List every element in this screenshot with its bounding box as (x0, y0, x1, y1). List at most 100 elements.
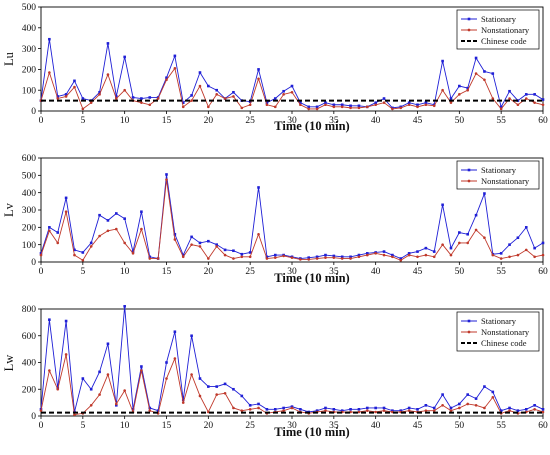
data-point (533, 404, 536, 407)
data-point (524, 97, 528, 100)
y-tick-label: 600 (22, 154, 37, 164)
legend-label: Stationary (481, 316, 517, 326)
data-point (474, 228, 478, 232)
data-point (198, 84, 202, 88)
data-point (449, 409, 453, 412)
data-point (248, 255, 252, 259)
legend-label: Nonstationary (481, 25, 530, 35)
data-point (73, 79, 76, 83)
data-point (324, 253, 327, 257)
x-tick-label: 60 (538, 267, 548, 277)
data-point (315, 409, 319, 412)
x-tick-label: 5 (80, 421, 85, 431)
data-point (115, 227, 118, 231)
data-point (248, 103, 252, 107)
data-point (223, 382, 227, 386)
data-point (524, 248, 528, 252)
data-point (198, 245, 202, 248)
data-point (273, 105, 277, 109)
data-point (424, 101, 428, 104)
data-point (449, 246, 453, 250)
y-tick-label: 400 (22, 24, 37, 34)
data-point (307, 105, 311, 109)
data-point (148, 255, 152, 259)
data-point (324, 406, 327, 410)
data-point (73, 85, 76, 89)
data-point (223, 253, 227, 257)
data-point (541, 410, 545, 414)
data-point (215, 243, 218, 246)
data-point (265, 257, 269, 260)
data-point (123, 389, 126, 392)
data-point (349, 106, 352, 110)
data-point (407, 103, 411, 107)
data-point (73, 248, 76, 252)
data-point (349, 255, 352, 259)
data-point (299, 258, 302, 261)
data-point (449, 253, 453, 257)
data-point (81, 258, 85, 262)
data-point (165, 173, 168, 176)
x-tick-label: 30 (287, 267, 297, 277)
data-point (374, 410, 377, 414)
data-point (499, 107, 503, 111)
data-point (165, 76, 168, 80)
x-tick-label: 50 (455, 421, 465, 431)
data-point (290, 405, 294, 408)
data-point (232, 90, 235, 94)
data-point (190, 334, 193, 338)
data-point (56, 387, 60, 391)
data-point (39, 252, 43, 255)
data-point (64, 95, 68, 98)
x-axis-label: Time (10 min) (274, 425, 349, 439)
data-point (524, 408, 528, 411)
data-point (181, 398, 185, 402)
data-point (324, 256, 327, 259)
data-point (81, 251, 85, 254)
data-point (416, 250, 419, 253)
data-point (273, 256, 277, 259)
data-point (223, 248, 227, 252)
data-point (190, 99, 193, 102)
data-point (173, 357, 177, 360)
chart-panel-2: 0 5 10 15 20 25 30 35 40 45 50 55 600100200300400500… (2, 154, 548, 285)
data-point (257, 68, 260, 71)
x-tick-label: 25 (245, 267, 255, 277)
y-tick-label: 800 (22, 305, 37, 315)
data-point (399, 409, 403, 412)
legend-marker (467, 28, 471, 32)
data-point (207, 257, 210, 260)
data-point (173, 330, 177, 334)
data-point (190, 373, 193, 376)
x-axis-label: Time (10 min) (274, 271, 349, 285)
data-point (248, 251, 252, 254)
data-point (265, 408, 269, 411)
data-point (357, 408, 361, 411)
data-point (273, 97, 277, 100)
data-point (173, 54, 177, 58)
data-point (207, 239, 210, 243)
data-point (399, 106, 403, 110)
y-axis-label: Lu (2, 51, 16, 66)
data-point (508, 243, 511, 246)
x-tick-label: 35 (329, 421, 339, 431)
data-point (173, 238, 177, 241)
data-point (98, 393, 101, 396)
data-point (81, 377, 85, 380)
data-point (207, 84, 210, 88)
x-tick-label: 35 (329, 267, 339, 277)
data-point (508, 97, 511, 100)
data-point (282, 89, 285, 93)
x-tick-label: 30 (287, 116, 297, 126)
data-point (391, 253, 394, 257)
data-point (508, 406, 511, 410)
y-axis-label: Lv (2, 202, 16, 217)
data-point (483, 192, 486, 195)
data-point (115, 404, 118, 407)
data-point (106, 42, 110, 45)
data-point (282, 93, 285, 96)
data-point (140, 369, 143, 372)
data-point (257, 186, 260, 189)
data-point (424, 404, 428, 407)
